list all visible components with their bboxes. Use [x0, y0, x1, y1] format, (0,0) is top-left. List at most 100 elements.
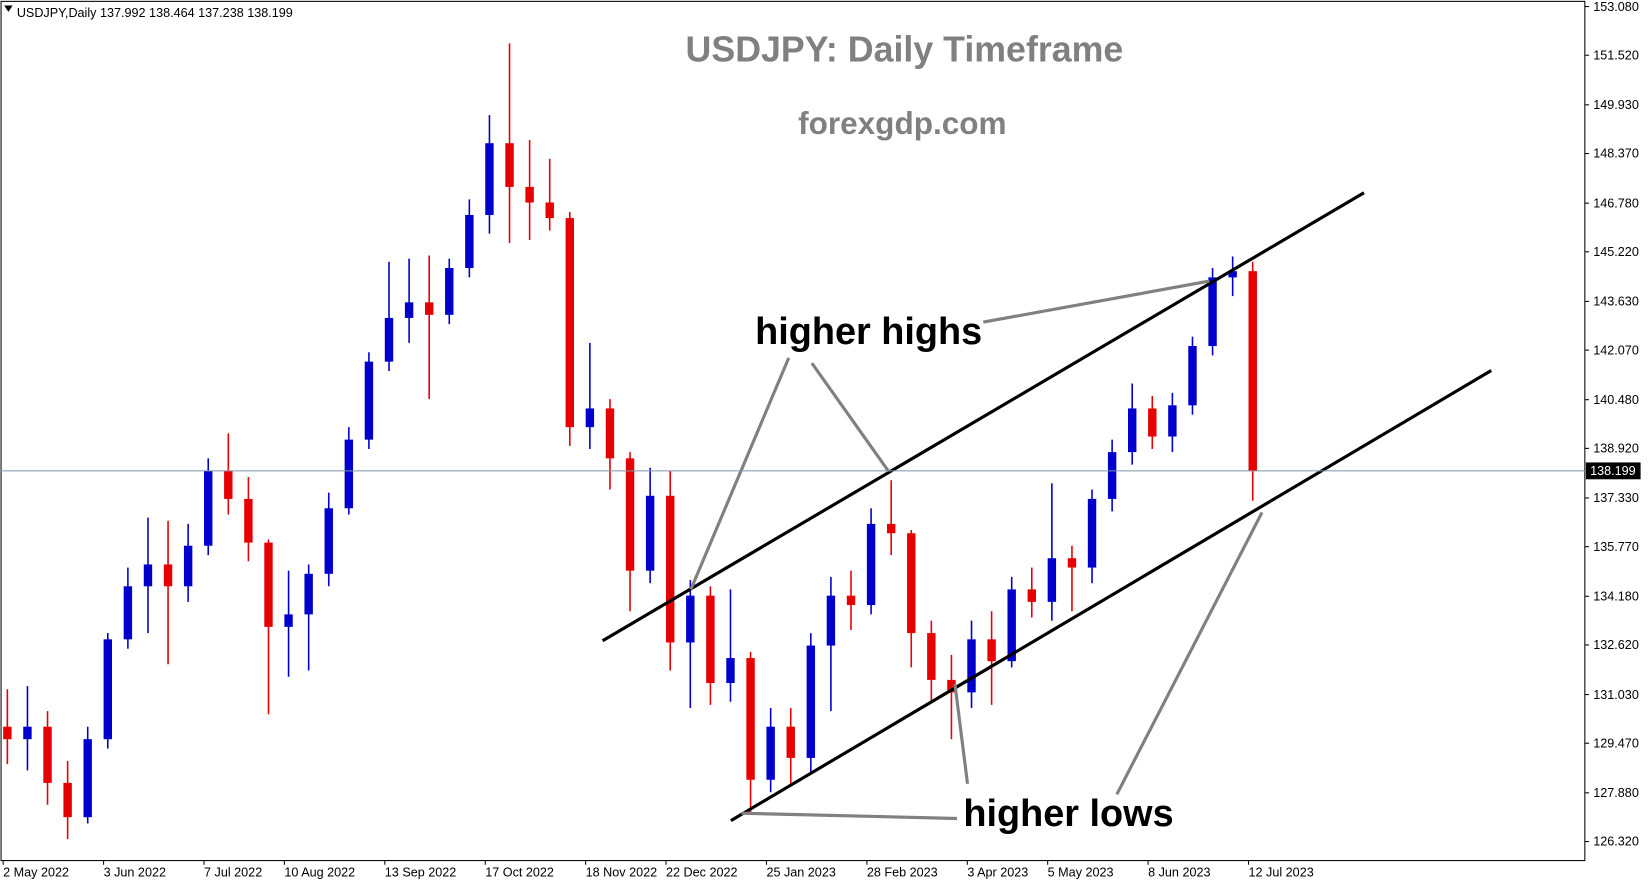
candle-body — [465, 214, 474, 269]
x-tick-label: 12 Jul 2023 — [1249, 865, 1314, 879]
candle-body — [686, 595, 695, 643]
y-tick-label: 143.630 — [1593, 295, 1639, 309]
candle-body — [1047, 558, 1057, 602]
y-tick-label: 146.780 — [1593, 196, 1639, 210]
lower-channel — [730, 369, 1493, 822]
candle-body — [505, 143, 514, 187]
y-tick-label: 127.880 — [1593, 786, 1639, 800]
plot-frame — [0, 0, 1586, 862]
candle-body — [625, 458, 635, 571]
annotation: higher highs — [755, 311, 982, 353]
candle-body — [3, 726, 12, 740]
candle-body — [143, 564, 153, 587]
pointer — [953, 683, 970, 784]
candle-body — [907, 533, 916, 634]
candle-body — [666, 495, 675, 643]
candle-body — [183, 545, 193, 587]
candle-body — [706, 595, 715, 684]
y-tick-label: 135.770 — [1593, 540, 1639, 554]
y-tick-label: 138.920 — [1593, 442, 1639, 456]
candle-body — [987, 639, 996, 662]
menu-arrow — [4, 5, 13, 12]
candle-body — [605, 408, 615, 459]
candle-body — [947, 679, 956, 693]
candle-body — [585, 408, 595, 428]
candle-body — [846, 595, 856, 606]
pointer-lines — [689, 279, 1264, 821]
candle-body — [927, 633, 936, 680]
y-tick-label: 140.480 — [1593, 393, 1639, 407]
y-tick-label: 137.330 — [1593, 491, 1639, 505]
x-tick-label: 7 Jul 2022 — [204, 865, 262, 879]
candle-body — [806, 645, 816, 758]
candle-body — [1208, 277, 1217, 347]
candle-body — [1027, 589, 1036, 602]
candle-body — [103, 639, 113, 740]
candle-body — [726, 658, 735, 684]
candle-body — [545, 202, 554, 219]
candle-body — [63, 782, 72, 818]
candle-body — [766, 726, 775, 780]
candle-body — [1148, 408, 1157, 437]
x-tick-label: 2 May 2022 — [3, 865, 69, 879]
candle-body — [1188, 346, 1197, 406]
candle-body — [404, 302, 414, 318]
candle-body — [645, 495, 655, 571]
candle-body — [746, 658, 755, 780]
y-tick-label: 153.080 — [1593, 0, 1639, 14]
candle-body — [244, 498, 253, 543]
y-tick-label: 148.370 — [1593, 147, 1639, 161]
x-tick-label: 25 Jan 2023 — [766, 865, 835, 879]
x-tick-label: 3 Jun 2022 — [104, 865, 166, 879]
candles — [3, 43, 1257, 840]
y-tick-label: 131.030 — [1593, 688, 1639, 702]
candle-body — [83, 739, 92, 818]
chart-title: USDJPY: Daily Timeframe — [686, 29, 1124, 69]
candle-body — [886, 523, 896, 534]
candle-body — [424, 302, 434, 315]
pointer — [1115, 511, 1264, 796]
candle-body — [967, 639, 976, 693]
y-tick-label: 126.320 — [1593, 835, 1639, 849]
candle-body — [344, 439, 354, 509]
candle-body — [565, 218, 574, 428]
candle-body — [1128, 408, 1137, 453]
candle-body — [264, 542, 273, 627]
x-tick-label: 13 Sep 2022 — [385, 865, 457, 879]
candle-body — [324, 508, 333, 574]
last-price-box — [1585, 462, 1641, 480]
last-price-label: 138.199 — [1590, 464, 1636, 478]
y-tick-label: 132.620 — [1593, 638, 1639, 652]
candle-body — [1168, 405, 1177, 437]
candle-body — [1007, 589, 1016, 662]
y-tick-label: 145.220 — [1593, 245, 1639, 259]
channel-lines — [601, 191, 1493, 822]
x-tick-label: 22 Dec 2022 — [666, 865, 738, 879]
x-tick-label: 18 Nov 2022 — [586, 865, 658, 879]
candle-body — [1067, 558, 1077, 568]
candle-body — [123, 586, 133, 640]
candle-body — [284, 614, 293, 627]
x-tick-label: 10 Aug 2022 — [284, 865, 355, 879]
pointer — [689, 357, 791, 590]
y-tick-label: 129.470 — [1593, 736, 1639, 750]
candle-body — [204, 470, 213, 546]
candle-body — [384, 317, 394, 362]
candle-body — [445, 268, 454, 315]
x-tick-label: 3 Apr 2023 — [967, 865, 1028, 879]
candle-body — [485, 143, 494, 215]
candle-body — [1228, 271, 1237, 278]
y-tick-label: 149.930 — [1593, 98, 1639, 112]
pointer — [741, 811, 958, 821]
annotation: higher lows — [963, 793, 1173, 835]
candle-body — [1107, 452, 1117, 499]
candle-body — [224, 470, 233, 499]
x-tick-label: 5 May 2023 — [1048, 865, 1114, 879]
candle-body — [1087, 498, 1097, 568]
x-tick-label: 8 Jun 2023 — [1148, 865, 1210, 879]
candle-body — [23, 726, 32, 740]
pointer — [983, 279, 1210, 324]
candle-body — [1248, 271, 1257, 471]
